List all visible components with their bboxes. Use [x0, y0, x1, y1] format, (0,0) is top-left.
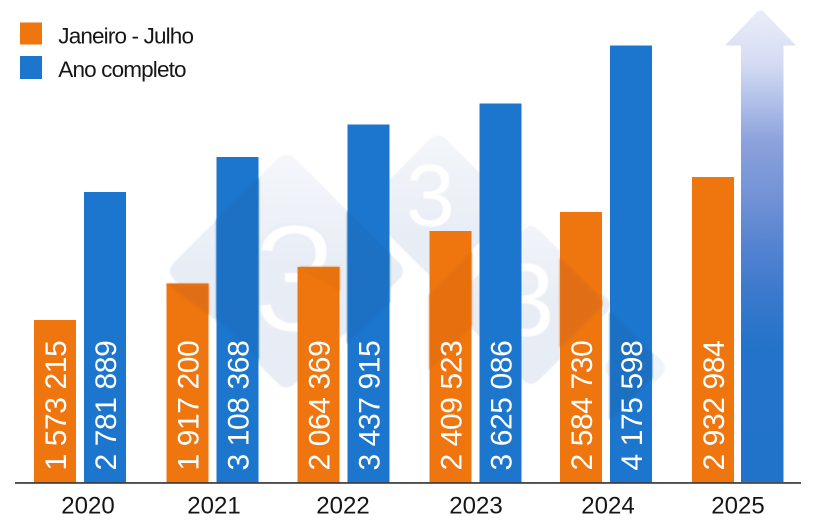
- svg-text:Ano completo: Ano completo: [58, 57, 186, 82]
- svg-text:2022: 2022: [316, 493, 369, 520]
- svg-text:2021: 2021: [187, 493, 240, 520]
- svg-text:2023: 2023: [449, 493, 502, 520]
- svg-text:2 064 369: 2 064 369: [304, 341, 337, 471]
- svg-text:2 781 889: 2 781 889: [90, 341, 123, 471]
- svg-text:2 584 730: 2 584 730: [566, 341, 599, 471]
- svg-text:2 932 984: 2 932 984: [698, 341, 731, 471]
- svg-text:2024: 2024: [581, 493, 634, 520]
- svg-text:3 108 368: 3 108 368: [223, 341, 256, 471]
- svg-text:2025: 2025: [711, 493, 764, 520]
- svg-text:2020: 2020: [61, 493, 114, 520]
- svg-text:1 573 215: 1 573 215: [40, 341, 73, 471]
- svg-text:4 175 598: 4 175 598: [616, 341, 649, 471]
- svg-text:1 917 200: 1 917 200: [173, 341, 206, 471]
- svg-text:3 625 086: 3 625 086: [486, 341, 519, 471]
- svg-text:Janeiro - Julho: Janeiro - Julho: [58, 24, 193, 49]
- svg-text:3 437 915: 3 437 915: [354, 341, 387, 471]
- svg-text:2 409 523: 2 409 523: [436, 341, 469, 471]
